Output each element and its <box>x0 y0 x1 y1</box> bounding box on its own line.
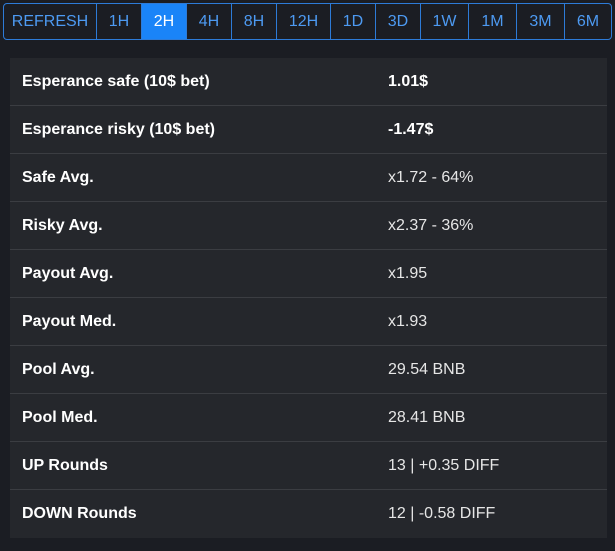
stat-label: Pool Med. <box>22 408 98 426</box>
stat-value: x2.37 - 36% <box>388 216 474 234</box>
timeframe-toolbar: REFRESH 1H 2H 4H 8H 12H 1D 3D 1W 1M 3M 6… <box>3 3 612 40</box>
stat-label: Payout Med. <box>22 312 117 330</box>
stats-row-pool-avg: Pool Avg. 29.54 BNB <box>10 346 607 394</box>
stat-label: UP Rounds <box>22 456 108 474</box>
stats-row-risky-avg: Risky Avg. x2.37 - 36% <box>10 202 607 250</box>
stat-label: DOWN Rounds <box>22 505 137 522</box>
timeframe-3m-button[interactable]: 3M <box>517 4 565 39</box>
stat-label: Safe Avg. <box>22 168 94 186</box>
timeframe-1d-button[interactable]: 1D <box>331 4 376 39</box>
stat-label: Esperance risky (10$ bet) <box>22 120 215 138</box>
timeframe-6m-button[interactable]: 6M <box>576 12 600 30</box>
stat-value: x1.93 <box>388 312 428 330</box>
timeframe-1h-button[interactable]: 1H <box>97 4 142 39</box>
stats-row-up-rounds: UP Rounds 13 | +0.35 DIFF <box>10 442 607 490</box>
timeframe-3d-button[interactable]: 3D <box>376 4 421 39</box>
stats-row-esperance-safe: Esperance safe (10$ bet) 1.01$ <box>10 58 607 106</box>
refresh-button[interactable]: REFRESH <box>4 4 97 39</box>
stat-label: Risky Avg. <box>22 216 103 234</box>
stat-value: 12 | -0.58 DIFF <box>388 505 496 522</box>
stat-value: x1.72 - 64% <box>388 168 474 186</box>
timeframe-1m-button[interactable]: 1M <box>469 4 517 39</box>
stats-row-payout-med: Payout Med. x1.93 <box>10 298 607 346</box>
stat-value: 13 | +0.35 DIFF <box>388 456 500 474</box>
stat-label: Payout Avg. <box>22 264 114 282</box>
timeframe-12h-button[interactable]: 12H <box>277 4 331 39</box>
timeframe-1w-button[interactable]: 1W <box>421 4 469 39</box>
stats-row-down-rounds: DOWN Rounds 12 | -0.58 DIFF <box>10 490 607 538</box>
timeframe-8h-button[interactable]: 8H <box>232 4 277 39</box>
stats-row-pool-med: Pool Med. 28.41 BNB <box>10 394 607 442</box>
timeframe-2h-button[interactable]: 2H <box>142 4 187 39</box>
stat-value: 29.54 BNB <box>388 360 466 378</box>
stat-label: Pool Avg. <box>22 360 95 378</box>
stat-value: 28.41 BNB <box>388 408 466 426</box>
timeframe-4h-button[interactable]: 4H <box>187 4 232 39</box>
stats-row-esperance-risky: Esperance risky (10$ bet) -1.47$ <box>10 106 607 154</box>
stat-value: -1.47$ <box>388 120 434 138</box>
stats-row-safe-avg: Safe Avg. x1.72 - 64% <box>10 154 607 202</box>
stat-value: x1.95 <box>388 264 428 282</box>
stat-label: Esperance safe (10$ bet) <box>22 72 210 90</box>
stats-table: Esperance safe (10$ bet) 1.01$ Esperance… <box>10 58 607 538</box>
stats-row-payout-avg: Payout Avg. x1.95 <box>10 250 607 298</box>
stat-value: 1.01$ <box>388 72 429 90</box>
